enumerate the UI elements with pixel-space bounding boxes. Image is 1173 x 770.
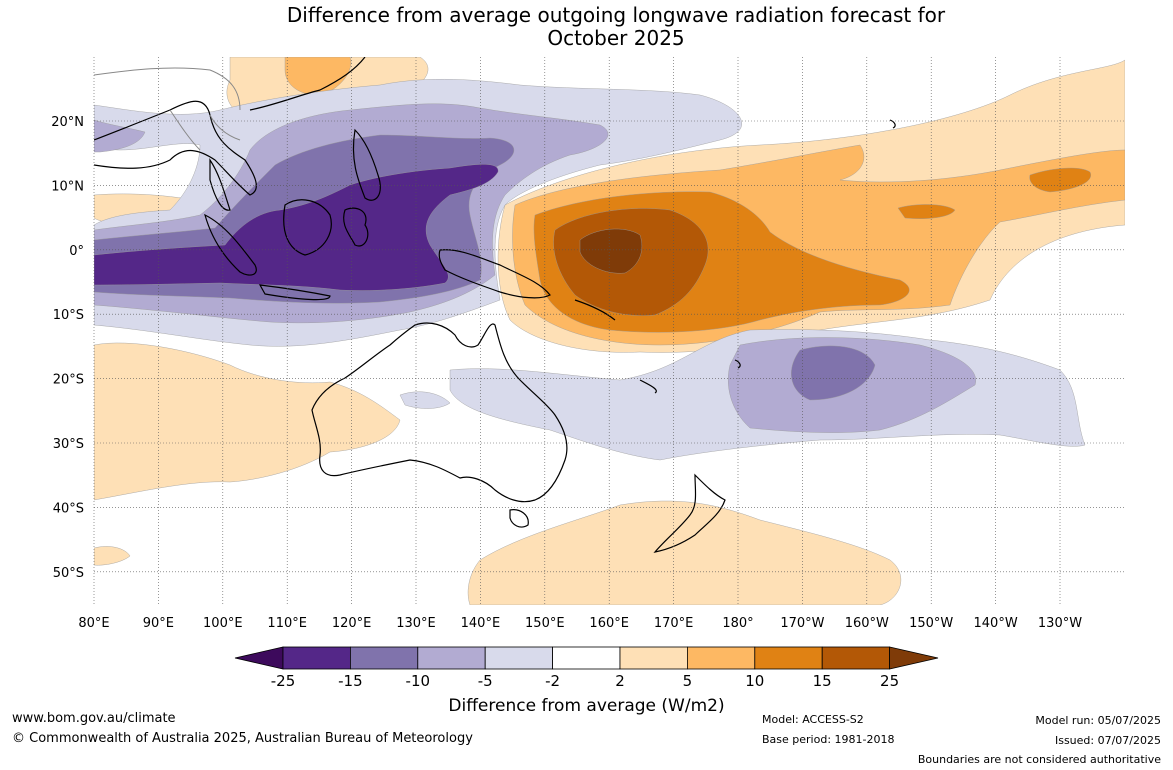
longitude-label: 170°E (654, 616, 694, 631)
colorbar-tick-label: 10 (745, 672, 764, 690)
sumatra-coastline (204, 213, 257, 276)
longitude-label: 100°E (203, 616, 243, 631)
colorbar-swatch (619, 646, 688, 670)
colorbar-extend-high (889, 646, 939, 670)
longitude-label: 90°E (143, 616, 174, 631)
colorbar-swatch (552, 646, 621, 670)
footer-issued: Issued: 07/07/2025 (1054, 734, 1161, 747)
colorbar-tick-label: 15 (813, 672, 832, 690)
philippines-coastline (352, 128, 381, 201)
longitude-label: 150°W (909, 616, 953, 631)
latitude-label: 50°S (53, 566, 84, 581)
longitude-label: 130°W (1038, 616, 1082, 631)
colorbar-tick-label: -2 (545, 672, 560, 690)
tasmania-coastline (509, 509, 529, 528)
positive-anomaly-zone-25 (579, 228, 643, 274)
australia-coastline (311, 322, 568, 503)
colorbar-swatch (687, 646, 756, 670)
latitude-label: 0° (69, 244, 84, 259)
longitude-label: 160°W (845, 616, 889, 631)
positive-anomaly-south (467, 500, 901, 605)
longitude-label: 180° (722, 616, 753, 631)
footer-model-run: Model run: 05/07/2025 (1035, 714, 1161, 727)
footer-copyright: © Commonwealth of Australia 2025, Austra… (12, 731, 473, 746)
longitude-label: 140°E (461, 616, 501, 631)
colorbar-swatch (754, 646, 823, 670)
latitude-label: 20°S (53, 373, 84, 388)
latitude-label: 30°S (53, 437, 84, 452)
longitude-label: 170°W (780, 616, 824, 631)
java-coastline (258, 284, 331, 301)
latitude-label: 10°S (53, 308, 84, 323)
positive-anomaly-southwest (94, 546, 131, 566)
anomaly-field (94, 57, 1125, 605)
pacific-islands-coastline (574, 119, 896, 394)
negative-anomaly-south-pacific-10 (791, 345, 876, 401)
positive-anomaly-australia-west (94, 342, 401, 501)
colorbar-swatch (417, 646, 486, 670)
longitude-label: 160°E (589, 616, 629, 631)
colorbar-title: Difference from average (W/m2) (448, 696, 725, 716)
colorbar-tick-labels: -25 -15 -10 -5 -2 2 5 10 15 25 (271, 672, 899, 690)
latitude-labels: 20°N 10°N 0° 10°S 20°S 30°S 40°S 50°S (51, 115, 84, 581)
footer-model: Model: ACCESS-S2 (762, 713, 864, 726)
colorbar-tick-label: -25 (271, 672, 296, 690)
longitude-label: 80°E (78, 616, 109, 631)
colorbar-tick-label: 2 (615, 672, 625, 690)
footer-url[interactable]: www.bom.gov.au/climate (12, 711, 176, 726)
colorbar-swatch (821, 646, 891, 670)
colorbar-tick-label: -10 (406, 672, 431, 690)
graticule (93, 57, 1125, 605)
negative-anomaly-nw-5 (94, 119, 146, 153)
colorbar-tick-label: 5 (683, 672, 693, 690)
footer-base-period: Base period: 1981-2018 (762, 733, 895, 746)
footer-disclaimer: Boundaries are not considered authoritat… (917, 753, 1161, 766)
new-guinea-coastline (438, 249, 551, 299)
malay-peninsula-coastline (209, 158, 231, 211)
borneo-coastline (283, 199, 332, 256)
country-borders (94, 67, 241, 151)
colorbar-tick-label: 25 (880, 672, 899, 690)
coastlines (94, 57, 896, 553)
colorbar-extend-low (234, 646, 284, 670)
longitude-label: 130°E (396, 616, 436, 631)
latitude-label: 10°N (51, 179, 84, 194)
colorbar-tick-label: -15 (338, 672, 363, 690)
longitude-label: 120°E (332, 616, 372, 631)
title-line-1: Difference from average outgoing longwav… (286, 3, 946, 27)
colorbar-swatch (349, 646, 419, 670)
new-zealand-coastline (653, 473, 726, 553)
negative-anomaly-australia-north (399, 391, 451, 409)
longitude-label: 140°W (974, 616, 1018, 631)
chart-title: Difference from average outgoing longwav… (0, 4, 1173, 50)
colorbar-swatch (282, 646, 351, 670)
longitude-labels: 80°E 90°E 100°E 110°E 120°E 130°E 140°E 150°E 16… (78, 616, 1082, 631)
colorbar (234, 646, 939, 670)
colorbar-tick-label: -5 (478, 672, 493, 690)
longitude-label: 150°E (525, 616, 565, 631)
positive-anomaly-mid-core (897, 204, 956, 219)
latitude-label: 40°S (53, 501, 84, 516)
latitude-label: 20°N (51, 115, 84, 130)
longitude-label: 110°E (267, 616, 307, 631)
negative-anomaly-zone-15 (94, 164, 499, 291)
colorbar-swatch (484, 646, 554, 670)
sulawesi-coastline (343, 207, 369, 247)
title-line-2: October 2025 (547, 26, 685, 50)
